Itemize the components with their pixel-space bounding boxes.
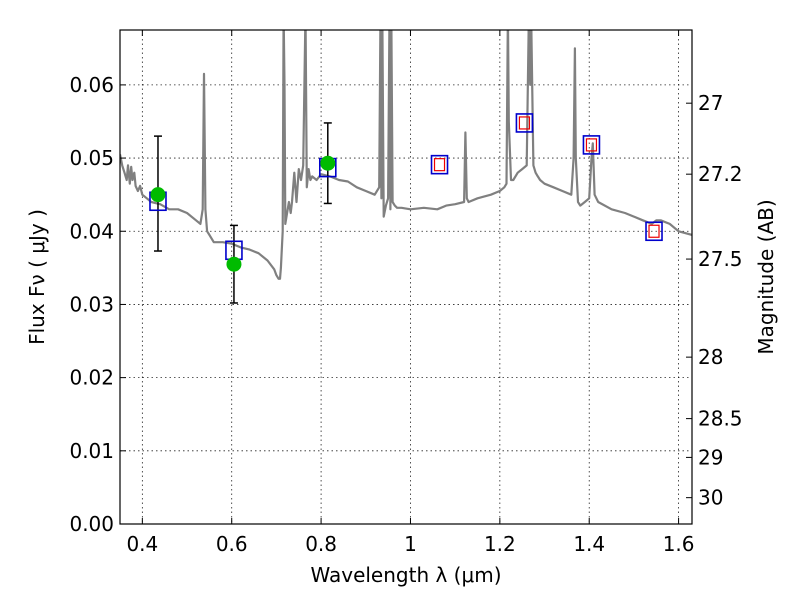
y-axis-right-label: Magnitude (AB) (754, 199, 778, 354)
x-tick-label: 0.6 (216, 532, 248, 556)
model-sed-line (120, 30, 692, 280)
model-photometry-square (430, 154, 449, 175)
x-tick-label: 0.4 (126, 532, 158, 556)
x-tick-label: 1.2 (484, 532, 516, 556)
y-tick-label: 0.01 (69, 439, 114, 463)
right-tick-label: 30 (698, 486, 723, 510)
predicted-square (648, 224, 660, 238)
y-tick-label: 0.00 (69, 512, 114, 536)
observed-point (150, 187, 166, 203)
y-tick-label: 0.06 (69, 73, 114, 97)
right-tick-label: 29 (698, 445, 723, 469)
predicted-square (585, 138, 598, 152)
y-tick-label: 0.03 (69, 292, 114, 316)
x-axis-label: Wavelength λ (μm) (310, 563, 501, 587)
model-photometry-square (582, 135, 601, 155)
grid (120, 30, 692, 525)
predicted-square (518, 116, 531, 130)
y-tick-label: 0.05 (69, 146, 114, 170)
y-tick-label: 0.02 (69, 366, 114, 390)
x-tick-label: 1.4 (573, 532, 605, 556)
x-tick-label: 1 (404, 532, 417, 556)
x-tick-label: 1.6 (663, 532, 695, 556)
y-tick-label: 0.04 (69, 219, 114, 243)
y-axis-label: Flux Fν ( μJy ) (25, 209, 49, 345)
right-tick-label: 27.5 (698, 247, 743, 271)
model-photometry-square (515, 113, 534, 133)
plot-frame (119, 29, 693, 525)
series-layer (120, 30, 692, 304)
observed-point (226, 256, 242, 272)
right-tick-label: 27.2 (698, 162, 743, 186)
x-tick-label: 0.8 (305, 532, 337, 556)
right-tick-label: 28 (698, 345, 723, 369)
predicted-square (433, 158, 446, 172)
observed-point (320, 155, 336, 171)
ticks: 0.4 0.6 0.8 1 1.2 1.4 1.6 0.00 0.01 0.02 0.03 0.04 0… (69, 30, 743, 556)
right-tick-label: 28.5 (698, 407, 743, 431)
right-tick-label: 27 (698, 91, 723, 115)
model-photometry-square (645, 221, 663, 242)
